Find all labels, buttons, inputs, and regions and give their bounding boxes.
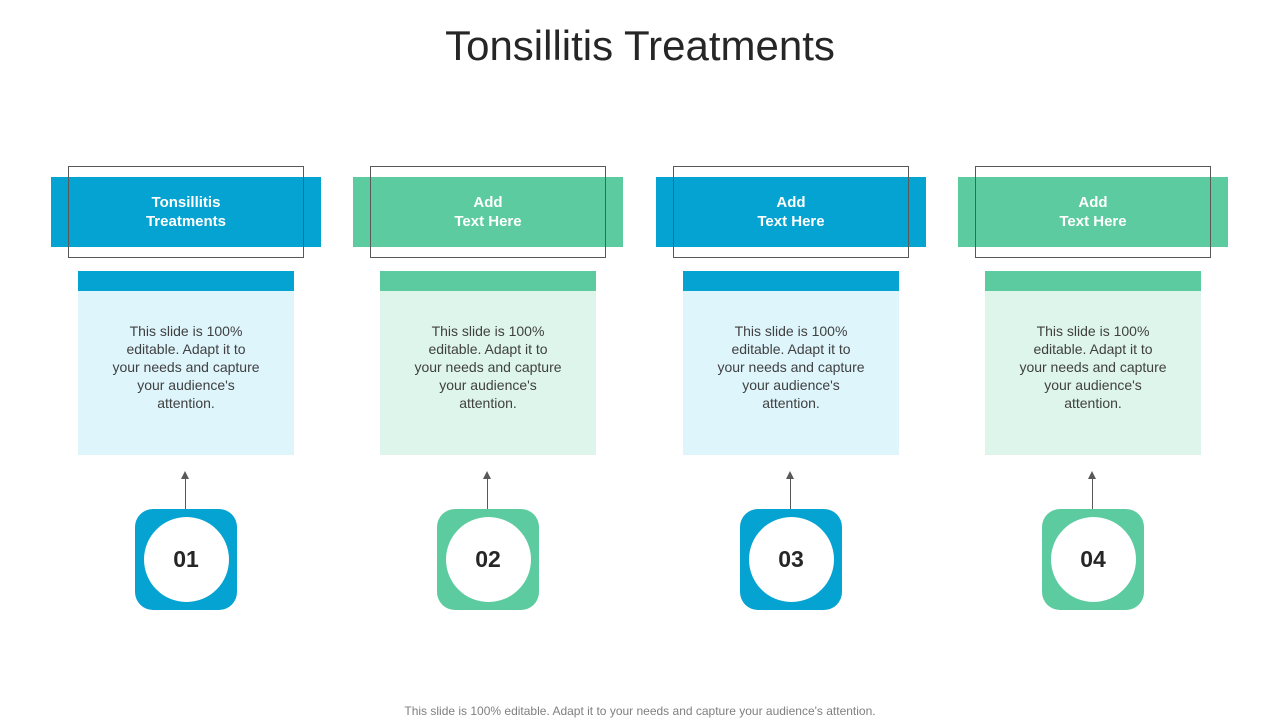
step-header[interactable]: Tonsillitis Treatments [51, 177, 321, 247]
step-header-text: Tonsillitis Treatments [145, 194, 227, 230]
step-header-text: Add Text Here [757, 194, 825, 230]
card-top-strip [380, 271, 596, 291]
step-number: 01 [143, 517, 229, 602]
card-body: This slide is 100% editable. Adapt it to… [78, 291, 294, 455]
step-number: 02 [445, 517, 531, 602]
step-number-badge: 04 [1042, 509, 1144, 610]
card-body: This slide is 100% editable. Adapt it to… [380, 291, 596, 455]
step-column-4: Add Text Here This slide is 100% editabl… [958, 0, 1228, 720]
step-card: This slide is 100% editable. Adapt it to… [78, 271, 294, 455]
step-header-text: Add Text Here [454, 194, 522, 230]
card-body: This slide is 100% editable. Adapt it to… [985, 291, 1201, 455]
card-text: This slide is 100% editable. Adapt it to… [112, 323, 260, 411]
step-column-1: Tonsillitis Treatments This slide is 100… [51, 0, 321, 720]
arrow-up-icon [483, 471, 491, 479]
step-column-2: Add Text Here This slide is 100% editabl… [353, 0, 623, 720]
arrow-up-icon [786, 471, 794, 479]
step-number-badge: 02 [437, 509, 539, 610]
step-header[interactable]: Add Text Here [656, 177, 926, 247]
step-number-badge: 01 [135, 509, 237, 610]
step-number: 04 [1050, 517, 1136, 602]
card-top-strip [683, 271, 899, 291]
card-text: This slide is 100% editable. Adapt it to… [1019, 323, 1167, 411]
slide-title: Tonsillitis Treatments [445, 22, 835, 69]
card-top-strip [78, 271, 294, 291]
step-header[interactable]: Add Text Here [353, 177, 623, 247]
slide-footer: This slide is 100% editable. Adapt it to… [404, 704, 876, 718]
step-column-3: Add Text Here This slide is 100% editabl… [656, 0, 926, 720]
arrow-connector [487, 478, 488, 510]
step-header-text: Add Text Here [1059, 194, 1127, 230]
step-number-badge: 03 [740, 509, 842, 610]
step-card: This slide is 100% editable. Adapt it to… [985, 271, 1201, 455]
card-text: This slide is 100% editable. Adapt it to… [717, 323, 865, 411]
step-header[interactable]: Add Text Here [958, 177, 1228, 247]
arrow-connector [1092, 478, 1093, 510]
arrow-up-icon [1088, 471, 1096, 479]
step-card: This slide is 100% editable. Adapt it to… [380, 271, 596, 455]
card-top-strip [985, 271, 1201, 291]
arrow-up-icon [181, 471, 189, 479]
step-card: This slide is 100% editable. Adapt it to… [683, 271, 899, 455]
arrow-connector [790, 478, 791, 510]
arrow-connector [185, 478, 186, 510]
card-text: This slide is 100% editable. Adapt it to… [414, 323, 562, 411]
step-number: 03 [748, 517, 834, 602]
card-body: This slide is 100% editable. Adapt it to… [683, 291, 899, 455]
